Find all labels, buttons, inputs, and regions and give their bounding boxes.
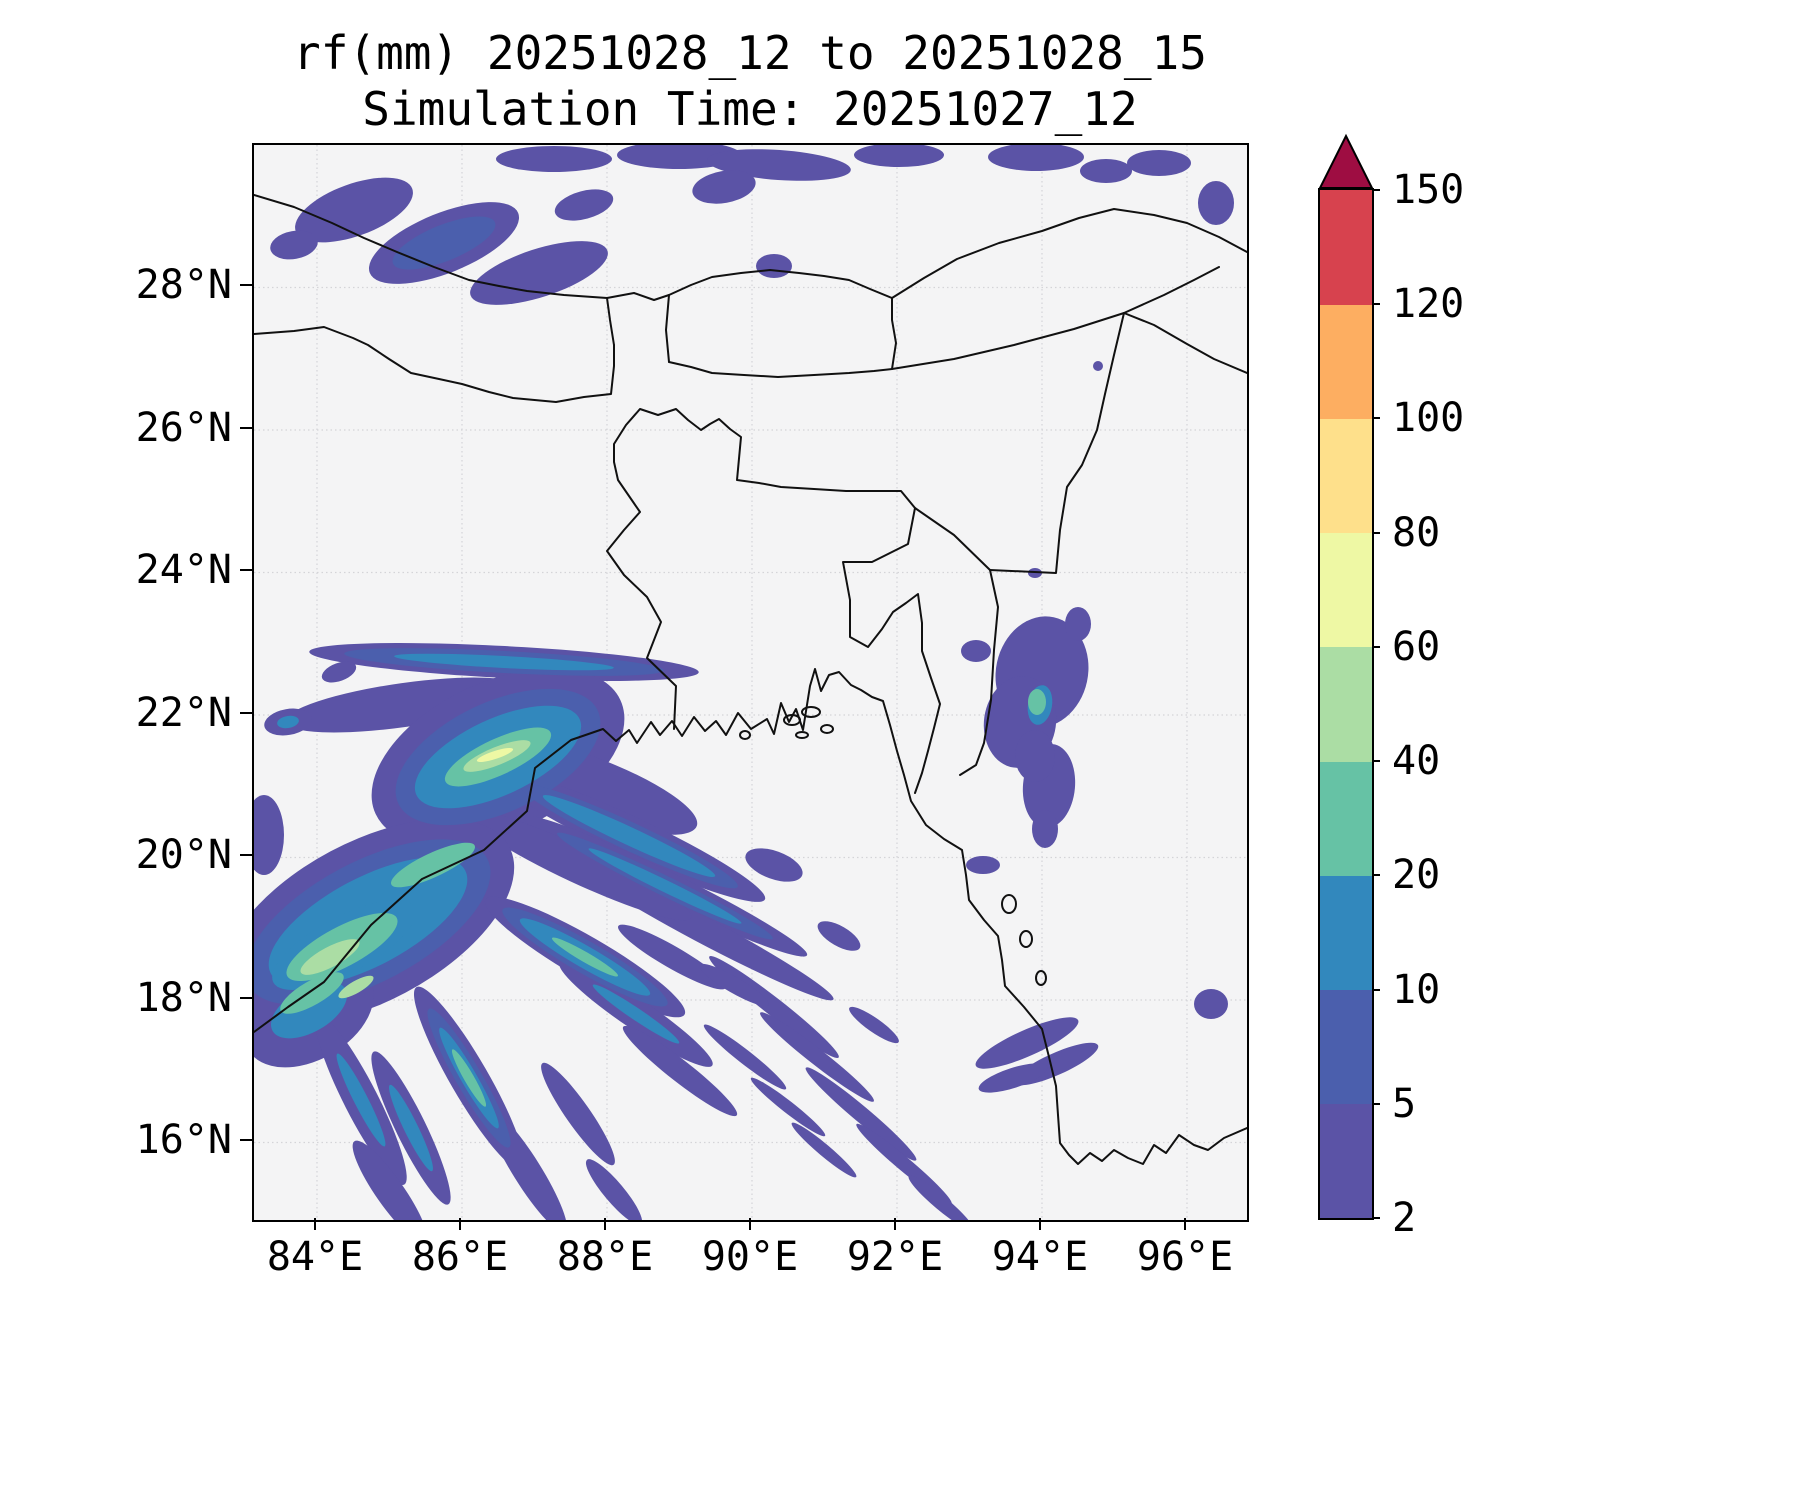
y-tick-mark xyxy=(240,284,252,286)
x-tick-label: 88°E xyxy=(556,1234,654,1280)
colorbar-tick-label: 150 xyxy=(1392,167,1465,213)
x-tick-mark xyxy=(604,1218,606,1230)
colorbar-tick-label: 120 xyxy=(1392,281,1465,328)
y-tick-label: 16°N xyxy=(135,1117,232,1163)
colorbar-tick-mark xyxy=(1372,1102,1380,1105)
colorbar-tick-label: 60 xyxy=(1392,623,1441,670)
colorbar-tick-mark xyxy=(1372,988,1380,991)
x-tick-mark xyxy=(459,1218,461,1230)
nepal-south-border xyxy=(254,326,615,403)
colorbar-segment xyxy=(1320,1103,1372,1219)
colorbar-tick-mark xyxy=(1372,645,1380,648)
y-tick-label: 22°N xyxy=(135,689,232,736)
x-tick-label: 96°E xyxy=(1136,1234,1234,1280)
colorbar-segment xyxy=(1320,875,1372,991)
x-tick-mark xyxy=(749,1218,751,1230)
bhutan-east-border xyxy=(891,297,897,370)
y-tick-label: 24°N xyxy=(135,547,232,593)
x-tick-label: 94°E xyxy=(991,1234,1089,1280)
colorbar-tick-mark xyxy=(1372,189,1380,191)
x-tick-label: 86°E xyxy=(411,1234,509,1280)
colorbar-tick-label: 80 xyxy=(1392,509,1441,556)
colorbar-tick-label: 2 xyxy=(1392,1195,1417,1241)
map-plot-area xyxy=(252,143,1249,1222)
colorbar-tick-mark xyxy=(1372,1217,1380,1219)
y-tick-mark xyxy=(240,711,252,714)
himalaya-north-border xyxy=(254,194,1247,301)
colorbar-tick-label: 40 xyxy=(1392,738,1441,785)
bhutan-west-border xyxy=(665,294,670,363)
colorbar-tick-mark xyxy=(1372,760,1380,763)
colorbar xyxy=(1318,188,1374,1220)
x-tick-mark xyxy=(314,1218,316,1230)
map-svg xyxy=(254,145,1247,1220)
y-tick-label: 26°N xyxy=(135,404,232,451)
colorbar-tick-label: 100 xyxy=(1392,395,1465,442)
colorbar-segment xyxy=(1320,418,1372,534)
x-tick-label: 84°E xyxy=(266,1234,364,1280)
colorbar-tick-label: 5 xyxy=(1392,1080,1417,1127)
island-outlines xyxy=(739,706,1047,986)
plot-subtitle: Simulation Time: 20251027_12 xyxy=(362,82,1138,136)
bangladesh-border xyxy=(606,408,941,794)
x-tick-mark xyxy=(1039,1218,1041,1230)
plot-title: rf(mm) 20251028_12 to 20251028_15 xyxy=(293,26,1207,80)
sikkim-west-border xyxy=(606,297,615,346)
x-tick-mark xyxy=(1184,1218,1186,1230)
y-tick-mark xyxy=(240,569,252,571)
y-tick-mark xyxy=(240,1139,252,1141)
rain-contours-level-60-80 xyxy=(476,748,514,762)
y-tick-label: 28°N xyxy=(135,262,232,308)
colorbar-segment xyxy=(1320,304,1372,419)
y-tick-mark xyxy=(240,426,252,429)
y-tick-label: 20°N xyxy=(135,832,232,878)
colorbar-segment xyxy=(1320,646,1372,762)
colorbar-segment xyxy=(1320,761,1372,876)
bhutan-south-border xyxy=(668,361,893,378)
colorbar-segment xyxy=(1320,989,1372,1105)
india-myanmar-border xyxy=(959,312,1125,776)
colorbar-tick-label: 20 xyxy=(1392,852,1441,899)
x-tick-label: 92°E xyxy=(846,1234,944,1280)
colorbar-extend-triangle xyxy=(1318,133,1374,189)
x-tick-mark xyxy=(894,1218,896,1230)
y-tick-label: 18°N xyxy=(135,974,232,1021)
myanmar-china-border xyxy=(1123,312,1247,374)
colorbar-segment xyxy=(1320,532,1372,648)
colorbar-tick-mark xyxy=(1372,531,1380,534)
rain-contours-level-2-5 xyxy=(254,145,1234,1220)
colorbar-segment xyxy=(1320,190,1372,305)
y-tick-mark xyxy=(240,996,252,999)
coastline-path xyxy=(254,668,1247,1165)
colorbar-tick-mark xyxy=(1372,874,1380,877)
assam-arunachal-border xyxy=(891,266,1220,370)
y-tick-mark xyxy=(240,854,252,856)
assam-hills-border xyxy=(914,507,991,571)
colorbar-tick-mark xyxy=(1372,417,1380,420)
colorbar-tick-label: 10 xyxy=(1392,966,1441,1013)
map-boundaries xyxy=(254,194,1247,1165)
colorbar-tick-mark xyxy=(1372,303,1380,306)
x-tick-label: 90°E xyxy=(701,1234,799,1280)
